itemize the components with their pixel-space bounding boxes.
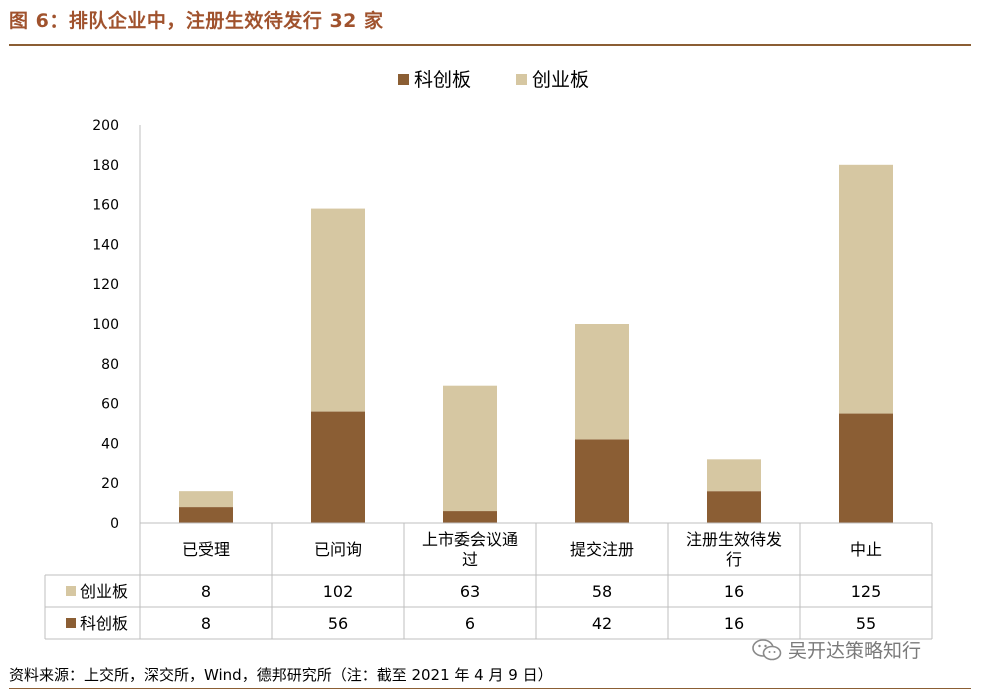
table-cell: 42 bbox=[592, 614, 612, 633]
bars bbox=[179, 164, 893, 523]
wechat-icon bbox=[752, 638, 782, 660]
table-row-label: 创业板 bbox=[80, 582, 128, 601]
legend-0-swatch bbox=[398, 74, 409, 85]
bar-chuangye-4 bbox=[707, 459, 761, 492]
x-category-label: 已受理 bbox=[182, 540, 230, 559]
y-tick-label: 0 bbox=[110, 516, 119, 532]
chart-title: 图 6：排队企业中，注册生效待发行 32 家 bbox=[9, 10, 384, 32]
bar-kechuang-2 bbox=[443, 511, 497, 523]
table-cell: 8 bbox=[201, 614, 211, 633]
table-cell: 55 bbox=[856, 614, 876, 633]
table-cell: 125 bbox=[851, 582, 882, 601]
y-tick-label: 160 bbox=[92, 198, 119, 214]
table-cell: 6 bbox=[465, 614, 475, 633]
y-tick-label: 40 bbox=[101, 436, 119, 452]
x-category-label: 提交注册 bbox=[570, 540, 634, 559]
bar-kechuang-4 bbox=[707, 491, 761, 523]
table-cell: 56 bbox=[328, 614, 348, 633]
watermark-text: 吴开达策略知行 bbox=[788, 640, 922, 662]
table-cell: 8 bbox=[201, 582, 211, 601]
y-axis: 0 20 40 60 80 100 120 140 160 180 200 bbox=[92, 118, 141, 532]
legend-0-label: 科创板 bbox=[414, 69, 471, 91]
watermark: 吴开达策略知行 bbox=[752, 636, 921, 663]
bar-kechuang-5 bbox=[839, 413, 893, 523]
y-tick-label: 140 bbox=[92, 237, 119, 253]
y-tick-label: 200 bbox=[92, 118, 119, 134]
bar-kechuang-3 bbox=[575, 439, 629, 523]
y-tick-label: 100 bbox=[92, 317, 119, 333]
legend-1-label: 创业板 bbox=[532, 69, 589, 91]
x-category-label: 已问询 bbox=[314, 540, 362, 559]
bar-kechuang-0 bbox=[179, 507, 233, 523]
y-tick-label: 20 bbox=[101, 476, 119, 492]
footer-divider bbox=[9, 688, 971, 689]
table-cell: 102 bbox=[323, 582, 354, 601]
x-category-label: 注册生效待发行 bbox=[686, 530, 782, 569]
y-tick-label: 120 bbox=[92, 277, 119, 293]
y-tick-label: 180 bbox=[92, 158, 119, 174]
bar-chuangye-0 bbox=[179, 491, 233, 508]
bar-chuangye-5 bbox=[839, 164, 893, 414]
bar-kechuang-1 bbox=[311, 411, 365, 523]
x-category-label: 上市委会议通过 bbox=[422, 530, 518, 569]
source-note: 资料来源：上交所，深交所，Wind，德邦研究所（注：截至 2021 年 4 月 … bbox=[9, 666, 553, 684]
legend: 科创板 创业板 bbox=[398, 69, 589, 91]
y-tick-label: 80 bbox=[101, 357, 119, 373]
title-divider bbox=[9, 44, 971, 46]
table-row-label: 科创板 bbox=[80, 614, 128, 633]
bar-chuangye-1 bbox=[311, 208, 365, 412]
table-cell: 16 bbox=[724, 582, 744, 601]
y-tick-label: 60 bbox=[101, 397, 119, 413]
legend-1-swatch bbox=[516, 74, 527, 85]
table-cell: 16 bbox=[724, 614, 744, 633]
table-row-swatch bbox=[66, 618, 76, 628]
bar-chuangye-2 bbox=[443, 385, 497, 512]
bar-chuangye-3 bbox=[575, 324, 629, 440]
table-row-swatch bbox=[66, 586, 76, 596]
table-cell: 58 bbox=[592, 582, 612, 601]
table-cell: 63 bbox=[460, 582, 480, 601]
x-category-label: 中止 bbox=[850, 540, 882, 559]
